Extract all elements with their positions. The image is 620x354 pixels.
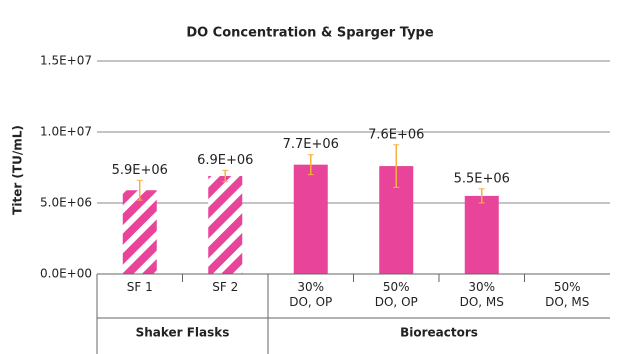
group-label: Shaker Flasks xyxy=(136,326,230,340)
bar xyxy=(208,176,243,274)
y-tick-label: 1.0E+07 xyxy=(40,125,92,139)
value-label: 7.7E+06 xyxy=(283,137,339,152)
x-tick-label: 30% DO, OP xyxy=(289,280,333,309)
value-label: 5.9E+06 xyxy=(112,163,168,178)
bar xyxy=(464,195,499,274)
value-label: 5.5E+06 xyxy=(454,171,510,186)
y-tick-label: 5.0E+06 xyxy=(40,196,92,210)
x-tick-label: SF 2 xyxy=(212,280,239,294)
bar xyxy=(122,190,157,274)
bar xyxy=(293,164,328,274)
x-tick-label: 30% DO, MS xyxy=(459,280,504,309)
group-label: Bioreactors xyxy=(400,326,478,340)
x-tick-label: 50% DO, MS xyxy=(545,280,590,309)
y-axis-title: Titer (TU/mL) xyxy=(11,125,25,215)
chart-title: DO Concentration & Sparger Type xyxy=(186,26,434,41)
x-tick-label: 50% DO, OP xyxy=(374,280,418,309)
value-label: 6.9E+06 xyxy=(197,153,253,168)
y-tick-label: 1.5E+07 xyxy=(40,54,92,68)
x-tick-label: SF 1 xyxy=(126,280,153,294)
y-tick-label: 0.0E+00 xyxy=(40,267,92,281)
value-label: 7.6E+06 xyxy=(368,127,424,142)
